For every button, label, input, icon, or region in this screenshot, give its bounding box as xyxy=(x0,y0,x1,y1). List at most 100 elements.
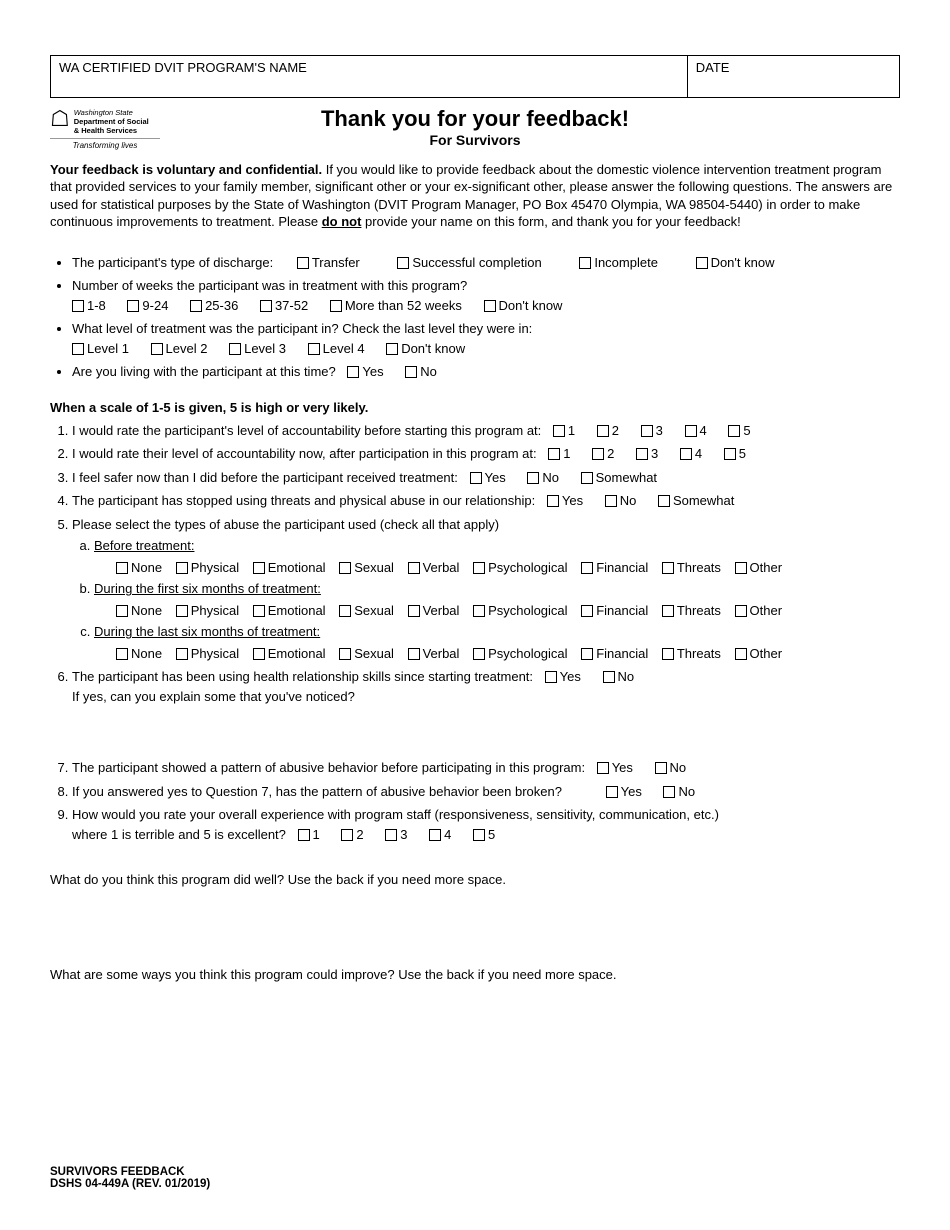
checkbox[interactable] xyxy=(548,448,560,460)
q8-text: If you answered yes to Question 7, has t… xyxy=(72,784,562,799)
checkbox[interactable] xyxy=(176,562,188,574)
checkbox[interactable] xyxy=(429,829,441,841)
checkbox[interactable] xyxy=(408,605,420,617)
opt-level2: Level 2 xyxy=(166,341,208,356)
checkbox[interactable] xyxy=(405,366,417,378)
title-row: ☖ Washington State Department of Social … xyxy=(50,106,900,151)
checkbox[interactable] xyxy=(606,786,618,798)
bullet-level-text: What level of treatment was the particip… xyxy=(72,321,532,336)
free-question-1: What do you think this program did well?… xyxy=(50,872,900,887)
checkbox[interactable] xyxy=(473,829,485,841)
checkbox[interactable] xyxy=(597,762,609,774)
opt-1: 1 xyxy=(568,423,575,438)
checkbox[interactable] xyxy=(597,425,609,437)
checkbox[interactable] xyxy=(386,343,398,355)
logo-line2a: Department of Social xyxy=(74,117,149,126)
checkbox[interactable] xyxy=(308,343,320,355)
checkbox[interactable] xyxy=(116,648,128,660)
checkbox[interactable] xyxy=(581,562,593,574)
opt-9-24: 9-24 xyxy=(142,298,168,313)
checkbox[interactable] xyxy=(470,472,482,484)
checkbox[interactable] xyxy=(592,448,604,460)
checkbox[interactable] xyxy=(603,671,615,683)
checkbox[interactable] xyxy=(330,300,342,312)
checkbox[interactable] xyxy=(581,648,593,660)
subtitle: For Survivors xyxy=(160,132,790,148)
program-name-cell[interactable]: WA CERTIFIED DVIT PROGRAM'S NAME xyxy=(51,56,688,98)
checkbox[interactable] xyxy=(553,425,565,437)
checkbox[interactable] xyxy=(339,562,351,574)
opt-3: 3 xyxy=(400,827,407,842)
q6-freeform-space[interactable] xyxy=(72,706,900,754)
opt-dontknow: Don't know xyxy=(711,255,775,270)
checkbox[interactable] xyxy=(116,562,128,574)
checkbox[interactable] xyxy=(339,648,351,660)
checkbox[interactable] xyxy=(545,671,557,683)
checkbox[interactable] xyxy=(298,829,310,841)
checkbox[interactable] xyxy=(385,829,397,841)
checkbox[interactable] xyxy=(408,648,420,660)
checkbox[interactable] xyxy=(341,829,353,841)
checkbox[interactable] xyxy=(297,257,309,269)
date-cell[interactable]: DATE xyxy=(687,56,899,98)
checkbox[interactable] xyxy=(176,648,188,660)
checkbox[interactable] xyxy=(663,786,675,798)
checkbox[interactable] xyxy=(735,605,747,617)
header-table: WA CERTIFIED DVIT PROGRAM'S NAME DATE xyxy=(50,55,900,98)
checkbox[interactable] xyxy=(662,648,674,660)
checkbox[interactable] xyxy=(151,343,163,355)
checkbox[interactable] xyxy=(116,605,128,617)
opt-4: 4 xyxy=(695,446,702,461)
checkbox[interactable] xyxy=(662,562,674,574)
q5a-opts: None Physical Emotional Sexual Verbal Ps… xyxy=(116,558,900,578)
checkbox[interactable] xyxy=(724,448,736,460)
opt-yes: Yes xyxy=(562,493,583,508)
opt-level4: Level 4 xyxy=(323,341,365,356)
checkbox[interactable] xyxy=(641,425,653,437)
checkbox[interactable] xyxy=(190,300,202,312)
opt-sexual: Sexual xyxy=(354,603,394,618)
checkbox[interactable] xyxy=(229,343,241,355)
opt-4: 4 xyxy=(444,827,451,842)
q9: How would you rate your overall experien… xyxy=(72,805,900,844)
checkbox[interactable] xyxy=(685,425,697,437)
checkbox[interactable] xyxy=(735,648,747,660)
checkbox[interactable] xyxy=(581,605,593,617)
checkbox[interactable] xyxy=(658,495,670,507)
checkbox[interactable] xyxy=(347,366,359,378)
checkbox[interactable] xyxy=(696,257,708,269)
checkbox[interactable] xyxy=(253,562,265,574)
checkbox[interactable] xyxy=(728,425,740,437)
checkbox[interactable] xyxy=(547,495,559,507)
checkbox[interactable] xyxy=(473,605,485,617)
checkbox[interactable] xyxy=(127,300,139,312)
checkbox[interactable] xyxy=(579,257,591,269)
q1: I would rate the participant's level of … xyxy=(72,421,900,441)
checkbox[interactable] xyxy=(176,605,188,617)
checkbox[interactable] xyxy=(473,562,485,574)
checkbox[interactable] xyxy=(636,448,648,460)
checkbox[interactable] xyxy=(655,762,667,774)
checkbox[interactable] xyxy=(408,562,420,574)
checkbox[interactable] xyxy=(527,472,539,484)
checkbox[interactable] xyxy=(339,605,351,617)
checkbox[interactable] xyxy=(72,300,84,312)
checkbox[interactable] xyxy=(253,605,265,617)
checkbox[interactable] xyxy=(72,343,84,355)
q6-sub: If yes, can you explain some that you've… xyxy=(72,689,355,704)
checkbox[interactable] xyxy=(473,648,485,660)
checkbox[interactable] xyxy=(397,257,409,269)
checkbox[interactable] xyxy=(735,562,747,574)
checkbox[interactable] xyxy=(662,605,674,617)
checkbox[interactable] xyxy=(253,648,265,660)
checkbox[interactable] xyxy=(605,495,617,507)
checkbox[interactable] xyxy=(581,472,593,484)
bullet-living-text: Are you living with the participant at t… xyxy=(72,364,336,379)
intro-body2: provide your name on this form, and than… xyxy=(361,214,740,229)
footer: SURVIVORS FEEDBACK DSHS 04-449A (REV. 01… xyxy=(50,1166,210,1190)
checkbox[interactable] xyxy=(484,300,496,312)
opt-yes: Yes xyxy=(485,470,506,485)
checkbox[interactable] xyxy=(680,448,692,460)
checkbox[interactable] xyxy=(260,300,272,312)
q5a-label: Before treatment: xyxy=(94,538,194,553)
